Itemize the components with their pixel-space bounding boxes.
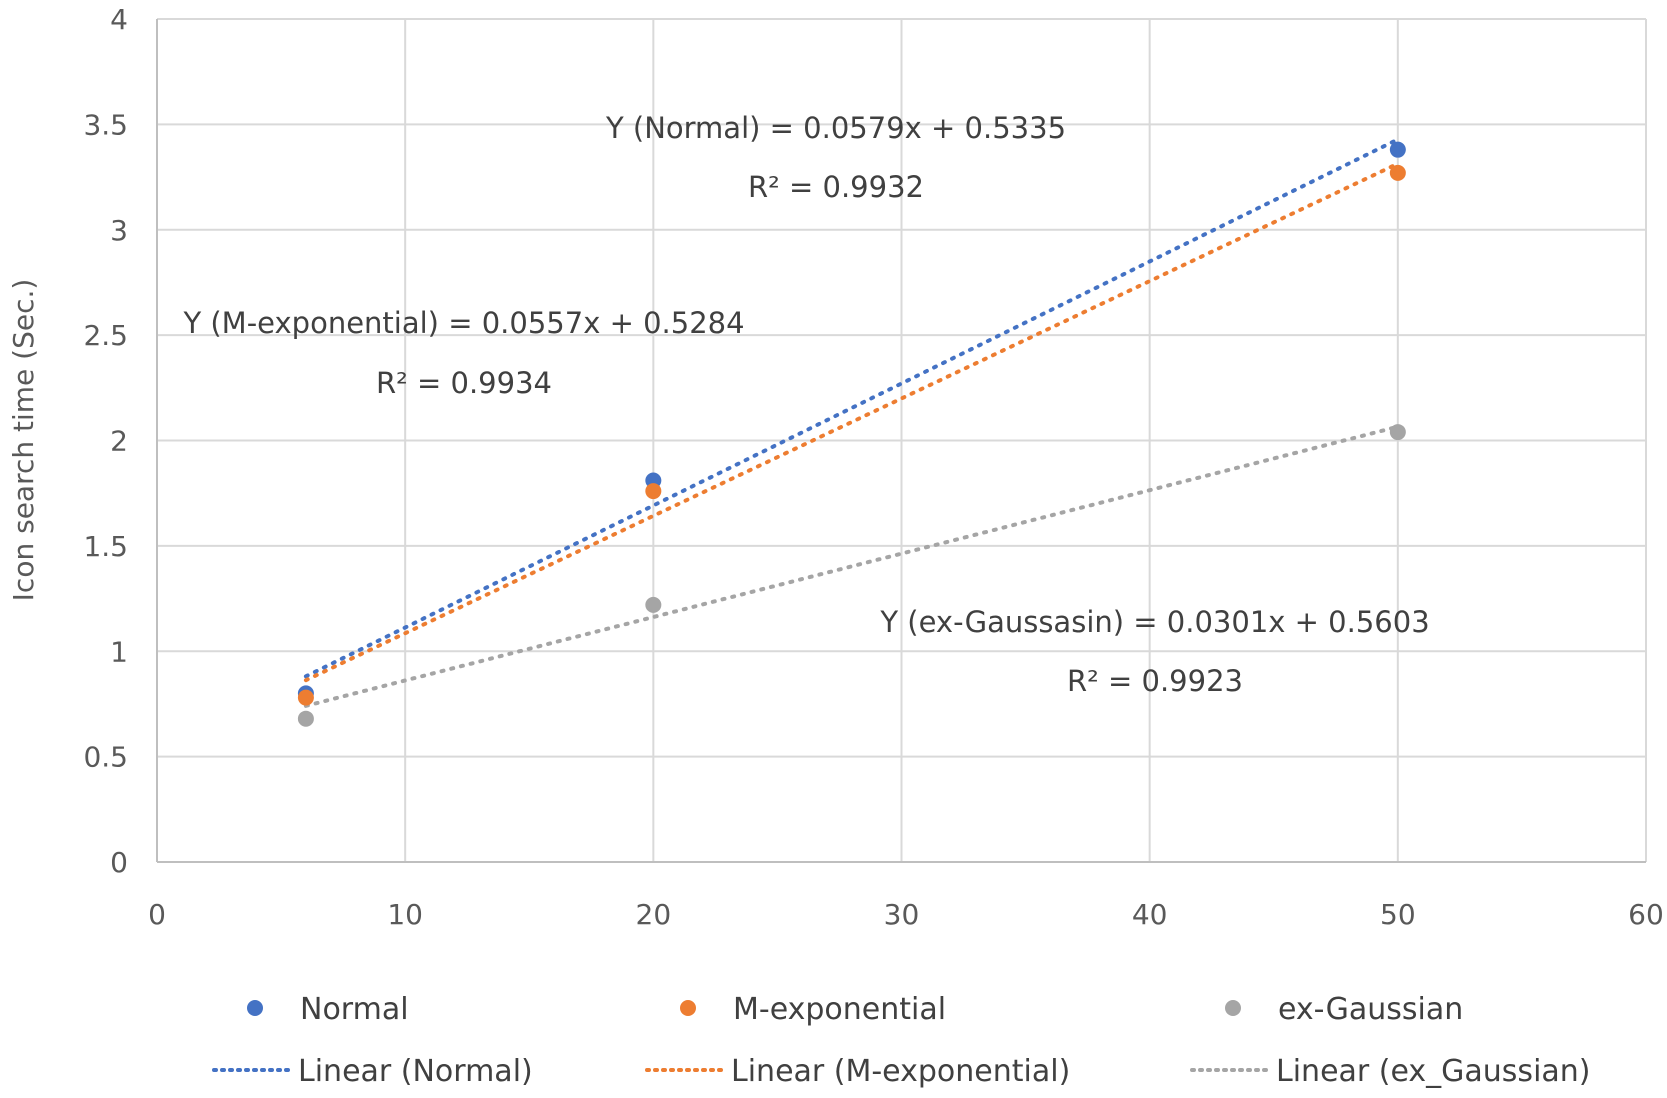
legend-label-m-exponential: M-exponential [733, 992, 946, 1027]
y-tick-label: 1 [110, 635, 128, 668]
grid-lines [156, 18, 1647, 863]
x-tick-label: 50 [1380, 898, 1416, 931]
legend-marker-m-exponential [680, 1000, 696, 1016]
data-point-ex-gaussian [1389, 424, 1406, 441]
data-point-m-exponential [645, 483, 662, 500]
data-point-normal [1389, 141, 1406, 158]
data-points [297, 141, 1406, 727]
r2-normal: R² = 0.9932 [748, 170, 924, 204]
y-tick-label: 0 [110, 846, 128, 879]
equation-normal: Y (Normal) = 0.0579x + 0.5335 [605, 111, 1066, 145]
x-tick-label: 20 [636, 898, 672, 931]
x-tick-label: 40 [1132, 898, 1168, 931]
r2-ex-gaussian: R² = 0.9923 [1067, 664, 1243, 698]
y-tick-label: 0.5 [83, 741, 128, 774]
x-tick-label: 0 [148, 898, 166, 931]
y-tick-label: 2 [110, 425, 128, 458]
legend-label-ex-gaussian: ex-Gaussian [1278, 992, 1463, 1027]
legend-label-linear-m-exponential: Linear (M-exponential) [731, 1054, 1070, 1089]
y-axis-title: Icon search time (Sec.) [7, 279, 40, 602]
y-tick-label: 3.5 [83, 108, 128, 141]
trendline-normal [303, 137, 1400, 679]
legend-label-linear-ex-gaussian: Linear (ex_Gaussian) [1276, 1054, 1591, 1089]
x-tick-label: 10 [387, 898, 423, 931]
data-point-ex-gaussian [297, 710, 314, 727]
legend-label-linear-normal: Linear (Normal) [298, 1054, 533, 1089]
y-axis-ticks: 0 0.5 1 1.5 2 2.5 3 3.5 4 [83, 3, 128, 879]
data-point-m-exponential [297, 689, 314, 706]
y-tick-label: 1.5 [83, 530, 128, 563]
legend-marker-normal [247, 1000, 263, 1016]
r2-m-exponential: R² = 0.9934 [376, 366, 552, 400]
data-point-ex-gaussian [645, 596, 662, 613]
x-tick-label: 30 [884, 898, 920, 931]
trendlines [303, 137, 1400, 708]
x-tick-label: 60 [1628, 898, 1664, 931]
y-tick-label: 2.5 [83, 319, 128, 352]
legend-marker-ex-gaussian [1225, 1000, 1241, 1016]
equation-ex-gaussian: Y (ex-Gaussasin) = 0.0301x + 0.5603 [879, 605, 1429, 639]
legend-label-normal: Normal [300, 992, 409, 1027]
legend: Normal M-exponential ex-Gaussian Linear … [212, 992, 1591, 1089]
trendline-m-exponential [303, 161, 1400, 683]
y-tick-label: 4 [110, 3, 128, 36]
trendline-ex-gaussian [303, 424, 1400, 708]
x-axis-ticks: 0 10 20 30 40 50 60 [148, 898, 1664, 931]
data-point-m-exponential [1389, 164, 1406, 181]
y-tick-label: 3 [110, 214, 128, 247]
equation-m-exponential: Y (M-exponential) = 0.0557x + 0.5284 [182, 306, 744, 340]
